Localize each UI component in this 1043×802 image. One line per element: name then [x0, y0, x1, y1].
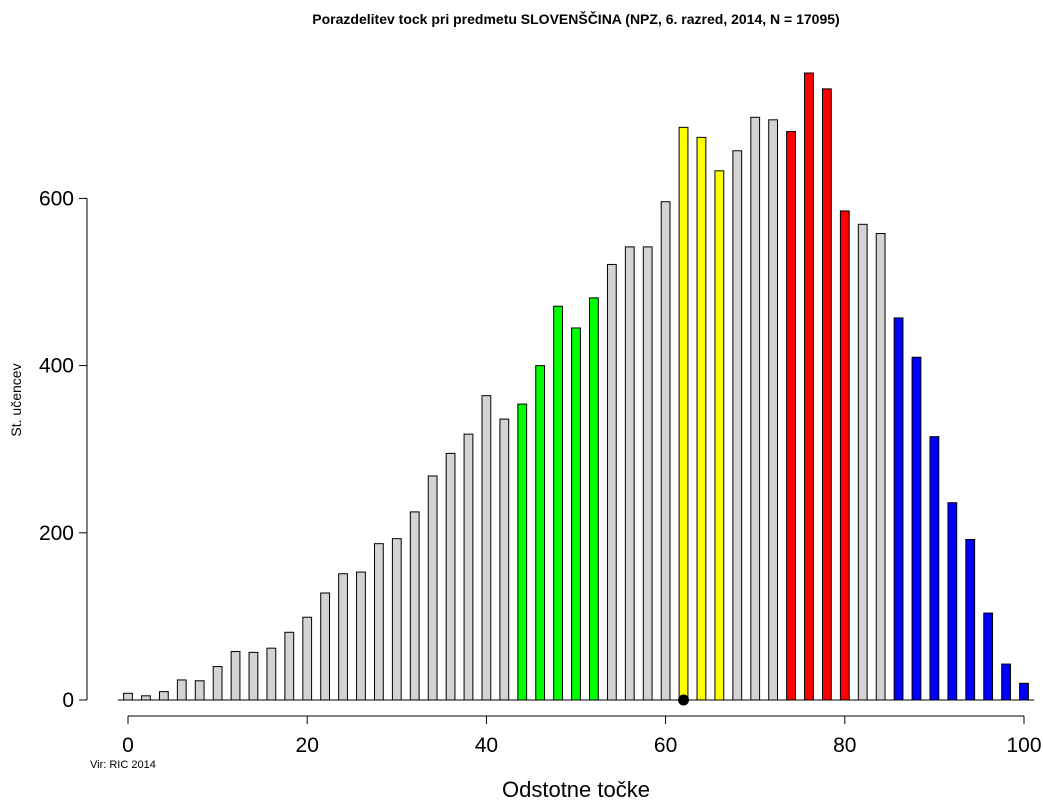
- bar-82: [857, 223, 868, 701]
- bars-layer: [123, 72, 1029, 701]
- y-tick-label-600: 600: [39, 187, 74, 210]
- bar-62: [678, 126, 689, 701]
- bar-54: [606, 263, 617, 701]
- bar-70: [750, 116, 761, 701]
- bar-52: [589, 297, 599, 701]
- bar-80: [839, 210, 850, 701]
- bar-64: [696, 136, 707, 701]
- bar-90: [929, 436, 940, 701]
- bar-4: [158, 691, 169, 701]
- bar-66: [714, 170, 725, 701]
- bar-24: [338, 573, 348, 701]
- y-tick-label-200: 200: [39, 522, 74, 545]
- bar-78: [821, 88, 832, 701]
- bar-48: [553, 305, 563, 701]
- bar-6: [176, 679, 187, 701]
- bar-14: [248, 651, 259, 701]
- bar-98: [1001, 663, 1011, 701]
- bar-42: [499, 418, 510, 701]
- bar-2: [141, 695, 151, 701]
- x-tick-label-60: 60: [654, 734, 677, 757]
- bar-8: [194, 680, 205, 701]
- y-tick-label-0: 0: [62, 689, 74, 712]
- bar-32: [409, 511, 420, 701]
- bar-84: [875, 233, 886, 701]
- bar-50: [571, 327, 581, 701]
- chart-title: Porazdelitev tock pri predmetu SLOVENŠČI…: [312, 10, 839, 27]
- bar-94: [965, 538, 976, 701]
- bar-92: [947, 502, 958, 701]
- bar-46: [535, 365, 546, 701]
- x-tick-label-20: 20: [296, 734, 319, 757]
- bar-22: [320, 592, 331, 701]
- source-note: Vir: RIC 2014: [90, 759, 156, 771]
- bar-56: [624, 246, 635, 701]
- bar-58: [642, 246, 653, 701]
- bar-28: [373, 543, 384, 701]
- bar-86: [893, 317, 904, 701]
- bar-18: [284, 631, 295, 701]
- bar-88: [911, 356, 922, 701]
- bar-60: [660, 201, 671, 701]
- bar-72: [768, 119, 779, 701]
- x-tick-label-80: 80: [833, 734, 856, 757]
- bar-100: [1019, 682, 1029, 701]
- bar-34: [427, 475, 438, 701]
- x-tick-label-0: 0: [122, 734, 134, 757]
- y-tick-label-400: 400: [39, 355, 74, 378]
- y-axis-label: St. učencev: [8, 363, 24, 436]
- x-tick-label-100: 100: [1006, 734, 1041, 757]
- bar-26: [356, 571, 366, 701]
- bar-30: [391, 538, 402, 701]
- mean-marker-dot: [678, 694, 690, 706]
- bar-20: [302, 616, 313, 701]
- bar-0: [123, 692, 133, 701]
- axes-layer: 0 20 40 60 80 100 0 200 400 600: [39, 187, 1042, 757]
- bar-38: [463, 433, 474, 701]
- bar-68: [732, 150, 743, 701]
- bar-40: [481, 395, 492, 701]
- bar-16: [266, 647, 277, 701]
- x-tick-label-40: 40: [475, 734, 498, 757]
- bar-76: [804, 72, 814, 701]
- bar-96: [983, 612, 994, 701]
- bar-12: [230, 651, 241, 701]
- bar-10: [212, 666, 223, 701]
- bar-74: [786, 131, 796, 701]
- bar-36: [445, 452, 456, 701]
- bar-44: [517, 403, 528, 701]
- x-axis-label: Odstotne točke: [502, 777, 650, 802]
